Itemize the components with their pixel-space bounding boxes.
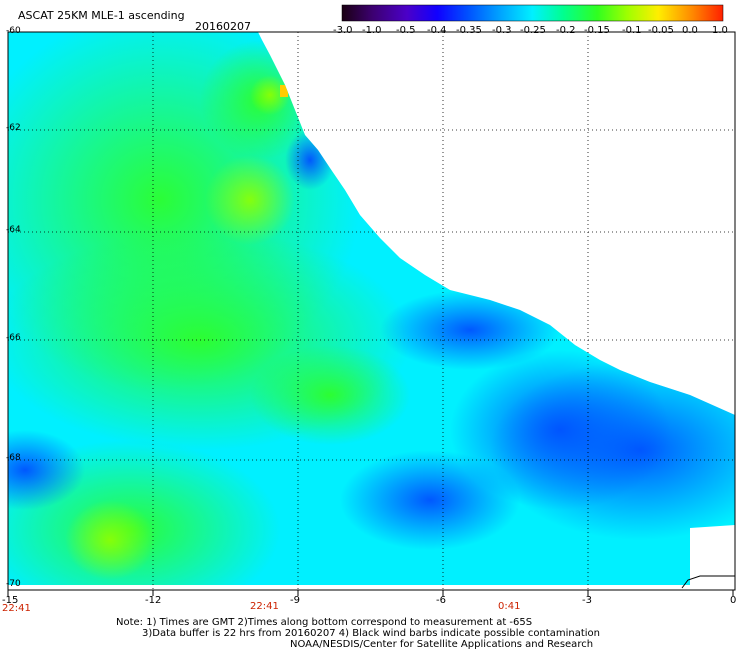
map-date: 20160207 — [195, 20, 251, 33]
note-line-1: Note: 1) Times are GMT 2)Times along bot… — [116, 617, 533, 628]
lon-label: -12 — [145, 595, 162, 606]
colorbar-label: -0.25 — [520, 25, 546, 36]
lon-label: -6 — [436, 595, 446, 606]
colorbar-label: -3.0 — [333, 25, 353, 36]
colorbar-label: -0.4 — [427, 25, 447, 36]
swath-field — [8, 32, 735, 585]
time-label: 22:41 — [250, 601, 279, 612]
lat-label: -64 — [6, 225, 21, 235]
colorbar-label: -0.2 — [556, 25, 576, 36]
note-line-2: 3)Data buffer is 22 hrs from 20160207 4)… — [142, 628, 600, 639]
time-label: 22:41 — [2, 603, 31, 614]
colorbar-label: -1.0 — [362, 25, 382, 36]
colorbar-label: -0.35 — [456, 25, 482, 36]
lat-label: -62 — [6, 123, 21, 133]
colorbar-label: -0.3 — [492, 25, 512, 36]
lat-label: -60 — [6, 26, 21, 36]
lat-label: -66 — [6, 333, 21, 343]
lat-label: -70 — [6, 579, 21, 589]
colorbar-label: 0.0 — [682, 25, 698, 36]
colorbar-label: -0.05 — [648, 25, 674, 36]
colorbar-label: -0.1 — [622, 25, 642, 36]
coastline — [681, 575, 735, 589]
lat-label: -68 — [6, 453, 21, 463]
lon-label: -15 — [2, 595, 19, 606]
colorbar-label: 1.0 — [712, 25, 728, 36]
colorbar-gradient — [341, 4, 724, 22]
colorbar-label: -0.15 — [584, 25, 610, 36]
plot-frame — [7, 31, 736, 591]
note-line-3: NOAA/NESDIS/Center for Satellite Applica… — [290, 639, 594, 650]
grid — [8, 32, 735, 590]
lon-label: -3 — [582, 595, 592, 606]
map-title: ASCAT 25KM MLE-1 ascending — [18, 9, 185, 22]
lon-label: -9 — [290, 595, 300, 606]
time-label: 0:41 — [498, 601, 521, 612]
colorbar — [341, 4, 724, 22]
lon-label: 0 — [730, 595, 737, 606]
colorbar-label: -0.5 — [396, 25, 416, 36]
